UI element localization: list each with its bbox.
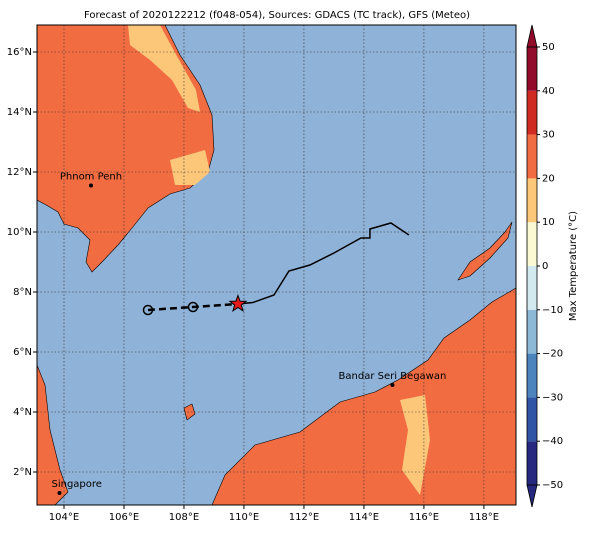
x-tick-label: 118°E (469, 512, 499, 523)
city-marker (390, 383, 395, 387)
city-marker (88, 183, 93, 188)
colorbar-tick-label: −40 (542, 436, 563, 447)
colorbar-label: Max Temperature (°C) (568, 211, 579, 321)
y-tick-label: 10°N (7, 227, 32, 238)
x-tick-label: 116°E (409, 512, 439, 523)
colorbar-band (527, 309, 537, 354)
x-tick-label: 106°E (109, 512, 139, 523)
colorbar-tick-label: 0 (542, 261, 548, 272)
x-tick-label: 104°E (49, 512, 79, 523)
colorbar-extend-low (526, 484, 538, 508)
observed-track (237, 222, 410, 305)
y-tick-label: 6°N (13, 347, 32, 358)
x-tick-label: 110°E (229, 512, 259, 523)
city-label: Phnom Penh (60, 172, 122, 183)
y-tick-label: 14°N (7, 107, 32, 118)
y-tick-label: 4°N (13, 407, 32, 418)
map-area (37, 25, 516, 505)
colorbar-tick-label: 50 (542, 42, 555, 53)
city-marker (57, 491, 62, 495)
colorbar-band (527, 90, 537, 135)
forecast-track (147, 302, 239, 312)
storm-position (228, 294, 248, 313)
colorbar-tick-label: 30 (542, 130, 555, 141)
colorbar-tick-label: −50 (542, 480, 563, 491)
palawan (457, 221, 513, 281)
map-title: Forecast of 2020122212 (f048-054), Sourc… (84, 10, 470, 21)
colorbar-band (527, 47, 537, 91)
colorbar-tick-label: −10 (542, 305, 563, 316)
forecast-point (142, 304, 154, 316)
city-label: Bandar Seri Begawan (339, 371, 447, 382)
colorbar-tick-label: 10 (542, 217, 555, 228)
colorbar-extend-high (526, 24, 538, 48)
colorbar-tick-label: −20 (542, 349, 563, 360)
colorbar-band (527, 222, 537, 266)
colorbar-tick-label: 20 (542, 173, 555, 184)
colorbar-band (527, 134, 537, 179)
island (183, 403, 196, 421)
y-tick-label: 2°N (13, 467, 32, 478)
map-layer: 104°E 106°E 108°E 110°E 112°E 114°E 116°E 118°E… (7, 24, 563, 523)
x-tick-label: 112°E (289, 512, 319, 523)
colorbar-band (527, 441, 537, 485)
city-label: Singapore (51, 479, 101, 490)
indochina (37, 25, 215, 273)
highland (400, 395, 430, 495)
forecast-point (187, 301, 199, 313)
y-tick-label: 16°N (7, 47, 32, 58)
map-frame (36, 24, 517, 506)
y-tick-label: 12°N (7, 167, 32, 178)
colorbar-band (527, 397, 537, 442)
highland (170, 150, 210, 185)
colorbar-band (527, 266, 537, 310)
colorbar-tick-label: 40 (542, 86, 555, 97)
highland (128, 25, 200, 112)
x-tick-label: 108°E (169, 512, 199, 523)
y-tick-label: 8°N (13, 287, 32, 298)
colorbar-tick-label: −30 (542, 392, 563, 403)
colorbar-band (527, 178, 537, 223)
x-tick-label: 114°E (349, 512, 379, 523)
colorbar-band (527, 353, 537, 398)
